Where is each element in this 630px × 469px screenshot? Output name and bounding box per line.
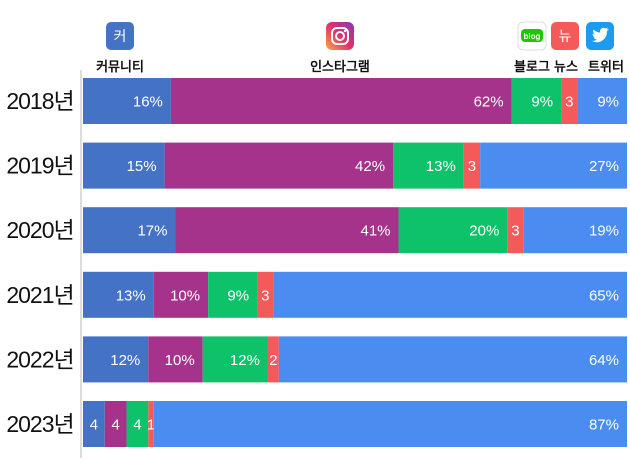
bar-segment: [148, 401, 154, 447]
bar-segment: [267, 336, 279, 383]
bar-segment: [104, 401, 127, 447]
bar-segment: [208, 271, 258, 318]
bar-segment: [577, 78, 627, 124]
bar-segment: [393, 142, 464, 189]
category-label: 2021년: [6, 282, 73, 308]
data-label: 3: [468, 158, 476, 175]
data-label: 4: [133, 417, 141, 434]
bar-segment: [511, 78, 562, 124]
data-label: 3: [511, 223, 519, 240]
bar-segment: [257, 271, 274, 318]
instagram-icon: [326, 22, 354, 50]
data-label: 41%: [360, 223, 390, 240]
bar-segment: [153, 271, 209, 318]
bar-segment: [83, 207, 176, 254]
data-label: 15%: [127, 158, 157, 175]
bar-segment: [523, 207, 627, 254]
twitter-icon: [586, 22, 614, 50]
legend-icon-text: 뉴: [559, 29, 572, 45]
legend-label: 트위터: [588, 59, 624, 74]
community-icon: 커: [106, 22, 134, 50]
data-label: 10%: [165, 352, 195, 369]
bar-segment: [148, 336, 203, 383]
data-label: 87%: [589, 417, 619, 434]
data-label: 13%: [426, 158, 456, 175]
bar-segment: [273, 271, 627, 318]
legend-icon-text: 커: [114, 29, 127, 45]
data-label: 65%: [589, 287, 619, 304]
bar-segment: [398, 207, 508, 254]
bar-segment: [83, 78, 171, 124]
data-label: 1: [147, 417, 155, 434]
data-label: 17%: [137, 223, 167, 240]
bar-segment: [164, 142, 394, 189]
bar-segment: [170, 78, 512, 124]
legend-label: 인스타그램: [310, 59, 370, 74]
bar-segment: [507, 207, 524, 254]
bar-segment: [153, 401, 627, 447]
data-label: 3: [565, 94, 573, 111]
data-label: 2: [269, 352, 277, 369]
bar-segment: [83, 271, 154, 318]
bar-segment: [463, 142, 481, 189]
bar-segment: [480, 142, 627, 189]
data-label: 27%: [589, 158, 619, 175]
data-label: 16%: [133, 94, 163, 111]
data-label: 9%: [227, 287, 249, 304]
news-icon: 뉴: [551, 22, 579, 50]
blog-icon: blog: [517, 21, 547, 51]
bars: 16% 62% 9% 3 9%15% 42% 13% 3 27%17% 41% 20% 3 19%13%…: [83, 78, 627, 447]
data-label: 9%: [597, 94, 619, 111]
data-label: 42%: [355, 158, 385, 175]
bar-segment: [83, 336, 149, 383]
legend-label: 블로그: [514, 59, 550, 74]
bar-segment: [278, 336, 627, 383]
bar-segment: [175, 207, 399, 254]
data-label: 10%: [170, 287, 200, 304]
data-label: 13%: [116, 287, 146, 304]
category-label: 2023년: [6, 411, 73, 437]
data-label: 4: [90, 417, 98, 434]
data-label: 20%: [469, 223, 499, 240]
data-label: 4: [111, 417, 119, 434]
bar-segment: [202, 336, 268, 383]
legend-label: 커뮤니티: [96, 59, 144, 74]
category-label: 2020년: [6, 217, 73, 243]
data-label: 3: [261, 287, 269, 304]
data-label: 9%: [531, 94, 553, 111]
bar-segment: [83, 401, 105, 447]
bar-segment: [126, 401, 149, 447]
bar-segment: [83, 142, 165, 189]
category-label: 2019년: [6, 153, 73, 179]
category-label: 2018년: [6, 88, 73, 114]
blog-icon-text: blog: [524, 32, 541, 41]
data-label: 12%: [230, 352, 260, 369]
category-label: 2022년: [6, 346, 73, 372]
data-label: 19%: [589, 223, 619, 240]
data-label: 12%: [110, 352, 140, 369]
data-label: 64%: [589, 352, 619, 369]
bar-segment: [561, 78, 578, 124]
category-labels: 2018년 2019년 2020년 2021년 2022년 2023년: [6, 88, 74, 437]
data-label: 62%: [474, 94, 504, 111]
legend-label: 뉴스: [554, 59, 578, 74]
